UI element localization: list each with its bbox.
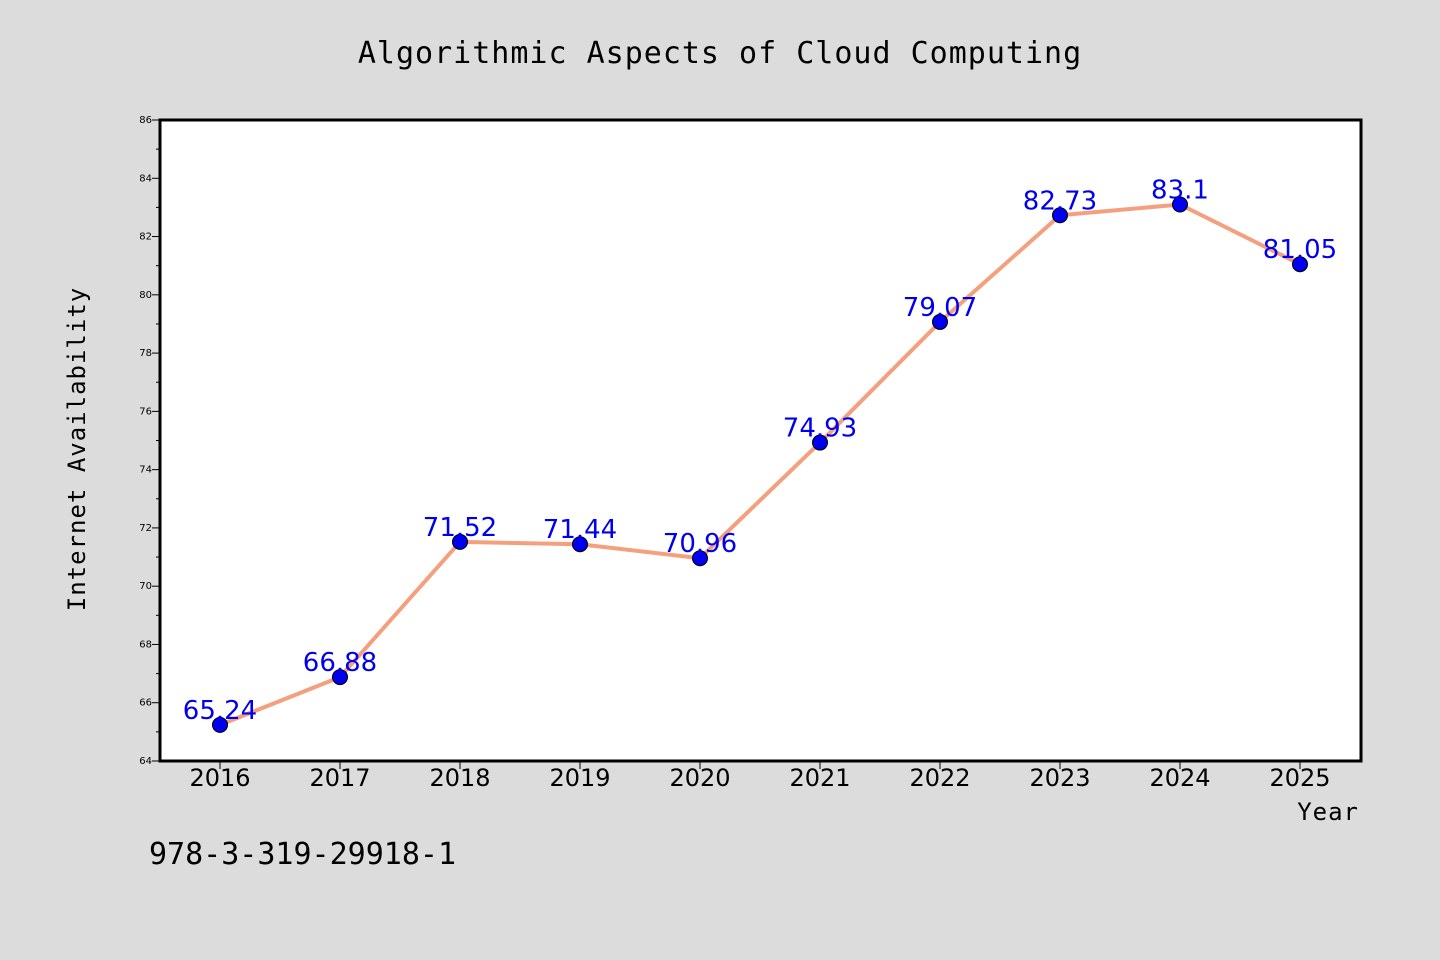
x-tick-label: 2016: [189, 764, 250, 792]
series-line: [218, 202, 1302, 727]
data-point: [1052, 207, 1068, 224]
data-point: [812, 434, 828, 451]
data-label: 71.44: [543, 515, 617, 545]
y-tick-label: 76: [139, 406, 152, 417]
data-label: 66.88: [303, 648, 377, 678]
y-tick-label: 64: [139, 756, 152, 767]
x-tick-label: 2024: [1149, 764, 1210, 792]
y-tick-label: 74: [139, 465, 152, 476]
y-tick-label: 70: [139, 581, 152, 592]
y-tick-label: 84: [139, 173, 152, 184]
y-tick-label: 72: [139, 523, 152, 534]
data-label: 82.73: [1023, 186, 1097, 216]
data-label: 70.96: [663, 529, 737, 559]
y-tick-label: 78: [139, 348, 152, 359]
data-label: 71.52: [423, 513, 497, 543]
x-tick-label: 2020: [669, 764, 730, 792]
data-label: 74.93: [783, 414, 857, 444]
y-tick-label: 82: [139, 232, 152, 243]
data-label: 79.07: [903, 293, 977, 323]
data-label: 81.05: [1263, 235, 1337, 265]
marks-layer: 65.24 66.88 71.52 71.44 70.96 74.93 79.07 82.73…: [183, 175, 1337, 733]
data-point: [932, 313, 948, 330]
x-tick-label: 2017: [309, 764, 370, 792]
x-tick-label: 2021: [789, 764, 850, 792]
x-axis-label: Year: [1297, 798, 1359, 826]
x-tick-label: 2022: [909, 764, 970, 792]
data-point: [1172, 196, 1188, 213]
x-tick-label: 2018: [429, 764, 490, 792]
data-point: [332, 669, 348, 686]
x-tick-label: 2019: [549, 764, 610, 792]
x-tick-label: 2025: [1269, 764, 1330, 792]
chart-title: Algorithmic Aspects of Cloud Computing: [358, 36, 1082, 71]
data-point: [1292, 256, 1308, 273]
data-point: [692, 550, 708, 567]
y-tick-label: 80: [139, 290, 152, 301]
x-tick-label: 2023: [1029, 764, 1090, 792]
y-tick-label: 86: [139, 115, 152, 126]
isbn-annotation: 978-3-319-29918-1: [149, 837, 456, 872]
y-tick-label: 68: [139, 639, 152, 650]
data-label: 83.1: [1151, 175, 1209, 205]
data-point: [212, 716, 228, 733]
y-tick-label: 66: [139, 698, 152, 709]
data-point: [572, 536, 588, 553]
data-label: 65.24: [183, 696, 257, 726]
y-axis-label: Internet Availability: [63, 287, 91, 611]
data-point: [452, 533, 468, 550]
axes-layer: 64 66 68 70 72 74 76 78 80 82 84 86 2016 2017 2018 2019…: [139, 115, 1330, 792]
